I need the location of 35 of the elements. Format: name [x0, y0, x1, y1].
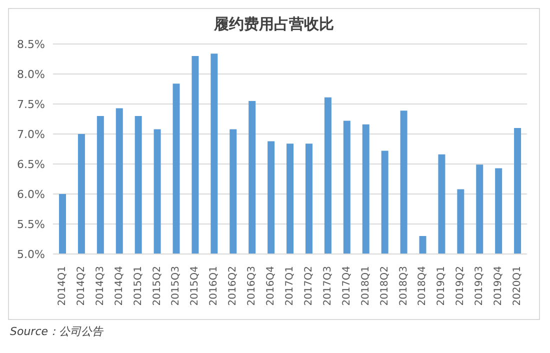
x-tick-label: 2016Q2 [228, 266, 239, 306]
x-tick-label: 2018Q1 [360, 266, 372, 306]
x-tick-label: 2017Q1 [284, 266, 296, 306]
x-tick-label: 2014Q2 [76, 266, 87, 306]
x-tick-label: 2017Q4 [341, 266, 352, 306]
x-tick-label: 2014Q4 [114, 266, 125, 306]
y-tick-label: 6.5% [17, 158, 45, 171]
x-tick-label: 2015Q4 [190, 266, 201, 306]
x-tick-label: 2019Q2 [455, 266, 466, 306]
x-tick-label: 2016Q3 [246, 266, 258, 306]
y-tick-label: 5.0% [17, 248, 45, 261]
x-tick-label: 2018Q2 [379, 266, 390, 306]
x-tick-label: 2018Q3 [398, 266, 410, 306]
x-tick-label: 2015Q1 [132, 266, 144, 306]
y-tick-label: 7.5% [17, 98, 45, 111]
chart-title: 履约费用占营收比 [212, 15, 335, 34]
x-tick-label: 2015Q3 [170, 266, 182, 306]
x-tick-label: 2020Q1 [512, 266, 524, 306]
x-tick-label: 2017Q2 [303, 266, 314, 306]
x-tick-label: 2019Q4 [493, 266, 504, 306]
y-tick-label: 6.0% [17, 188, 45, 201]
x-tick-label: 2019Q1 [436, 266, 448, 306]
y-tick-label: 8.0% [17, 68, 45, 81]
x-tick-label: 2016Q4 [266, 266, 277, 306]
x-tick-label: 2018Q4 [417, 266, 428, 306]
x-tick-label: 2014Q1 [56, 266, 68, 306]
y-tick-label: 8.5% [17, 38, 45, 51]
x-tick-label: 2016Q1 [208, 266, 220, 306]
x-tick-label: 2014Q3 [94, 266, 106, 306]
x-tick-label: 2015Q2 [152, 266, 163, 306]
y-tick-label: 5.5% [17, 218, 45, 231]
y-tick-label: 7.0% [17, 128, 45, 141]
source-note: Source：公司公告 [10, 324, 104, 339]
x-tick-label: 2017Q3 [322, 266, 334, 306]
x-tick-label: 2019Q3 [474, 266, 486, 306]
